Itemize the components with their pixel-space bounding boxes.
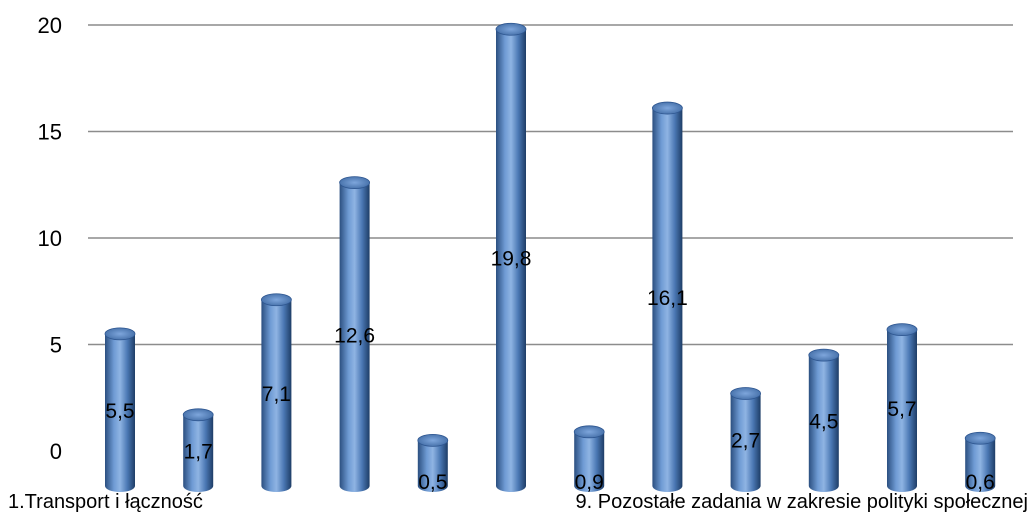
gridlines (88, 24, 1013, 346)
bar (730, 387, 761, 492)
category-label-first: 1.Transport i łączność (8, 491, 203, 513)
y-axis-ticks: 0 5 10 15 20 (38, 13, 62, 464)
data-label: 0,6 (966, 471, 995, 494)
bar (339, 176, 371, 492)
data-label: 2,7 (731, 430, 760, 453)
data-label: 4,5 (809, 411, 838, 434)
data-label: 5,7 (887, 398, 916, 421)
y-tick-label: 5 (50, 333, 62, 358)
category-labels: 1.Transport i łączność 9. Pozostałe zada… (8, 491, 1028, 513)
bar (808, 348, 840, 492)
bar (182, 408, 214, 492)
bars (104, 22, 996, 492)
bar (417, 433, 449, 492)
bar (964, 431, 996, 492)
bar (652, 101, 683, 492)
y-tick-label: 10 (38, 226, 62, 251)
bar (104, 327, 136, 492)
data-label: 12,6 (334, 324, 375, 347)
data-label: 1,7 (184, 440, 213, 463)
bar (495, 22, 527, 492)
bar (573, 425, 605, 492)
data-labels: 5,5 1,7 7,1 12,6 0,5 19,8 0,9 16,1 2,7 4,5 5,7 0,6 (105, 248, 994, 494)
data-label: 0,5 (418, 471, 447, 494)
bar (260, 293, 292, 492)
y-tick-label: 20 (38, 13, 62, 38)
data-label: 0,9 (575, 471, 604, 494)
data-label: 19,8 (491, 248, 532, 271)
data-label: 5,5 (105, 400, 134, 423)
category-label-last: 9. Pozostałe zadania w zakresie polityki… (576, 491, 1028, 513)
y-tick-label: 15 (38, 120, 62, 145)
bar (886, 323, 918, 492)
data-label: 7,1 (262, 383, 291, 406)
y-tick-label: 0 (50, 439, 62, 464)
data-label: 16,1 (647, 287, 688, 310)
